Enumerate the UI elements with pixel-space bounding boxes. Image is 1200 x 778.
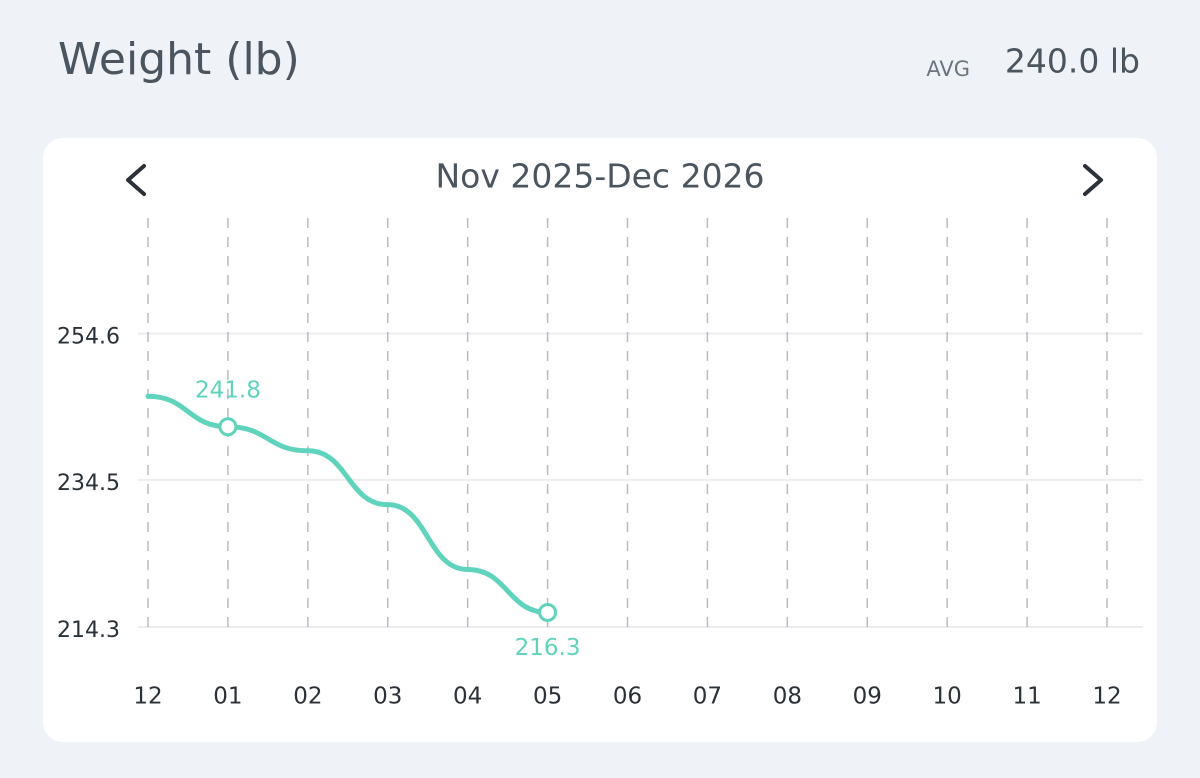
point-marker bbox=[538, 602, 558, 622]
point-marker bbox=[218, 417, 238, 437]
avg-label: AVG bbox=[926, 57, 970, 81]
next-button[interactable] bbox=[1083, 164, 1103, 196]
x-tick-label: 04 bbox=[453, 684, 482, 710]
x-tick-label: 11 bbox=[1012, 684, 1041, 710]
y-tick-label: 254.6 bbox=[57, 325, 120, 350]
y-tick-label: 234.5 bbox=[57, 471, 120, 496]
x-tick-label: 03 bbox=[373, 684, 402, 710]
x-tick-label: 07 bbox=[693, 684, 722, 710]
x-tick-label: 08 bbox=[773, 684, 802, 710]
y-tick-label: 214.3 bbox=[57, 618, 120, 643]
period: Nov 2025-Dec 2026 bbox=[435, 157, 764, 196]
x-tick-label: 12 bbox=[1092, 684, 1121, 710]
chart-card bbox=[43, 138, 1157, 742]
x-tick-label: 06 bbox=[613, 684, 642, 710]
x-tick-label: 12 bbox=[133, 684, 162, 710]
x-tick-label: 10 bbox=[933, 684, 962, 710]
title: Weight (lb) bbox=[58, 34, 300, 85]
prev-button[interactable] bbox=[126, 164, 146, 196]
avg-value: 240.0 lb bbox=[1005, 42, 1140, 81]
x-tick-label: 05 bbox=[533, 684, 562, 710]
data-label: 216.3 bbox=[515, 635, 581, 661]
data-label: 241.8 bbox=[195, 377, 261, 403]
x-tick-label: 02 bbox=[293, 684, 322, 710]
x-tick-label: 09 bbox=[853, 684, 882, 710]
x-tick-label: 01 bbox=[213, 684, 242, 710]
